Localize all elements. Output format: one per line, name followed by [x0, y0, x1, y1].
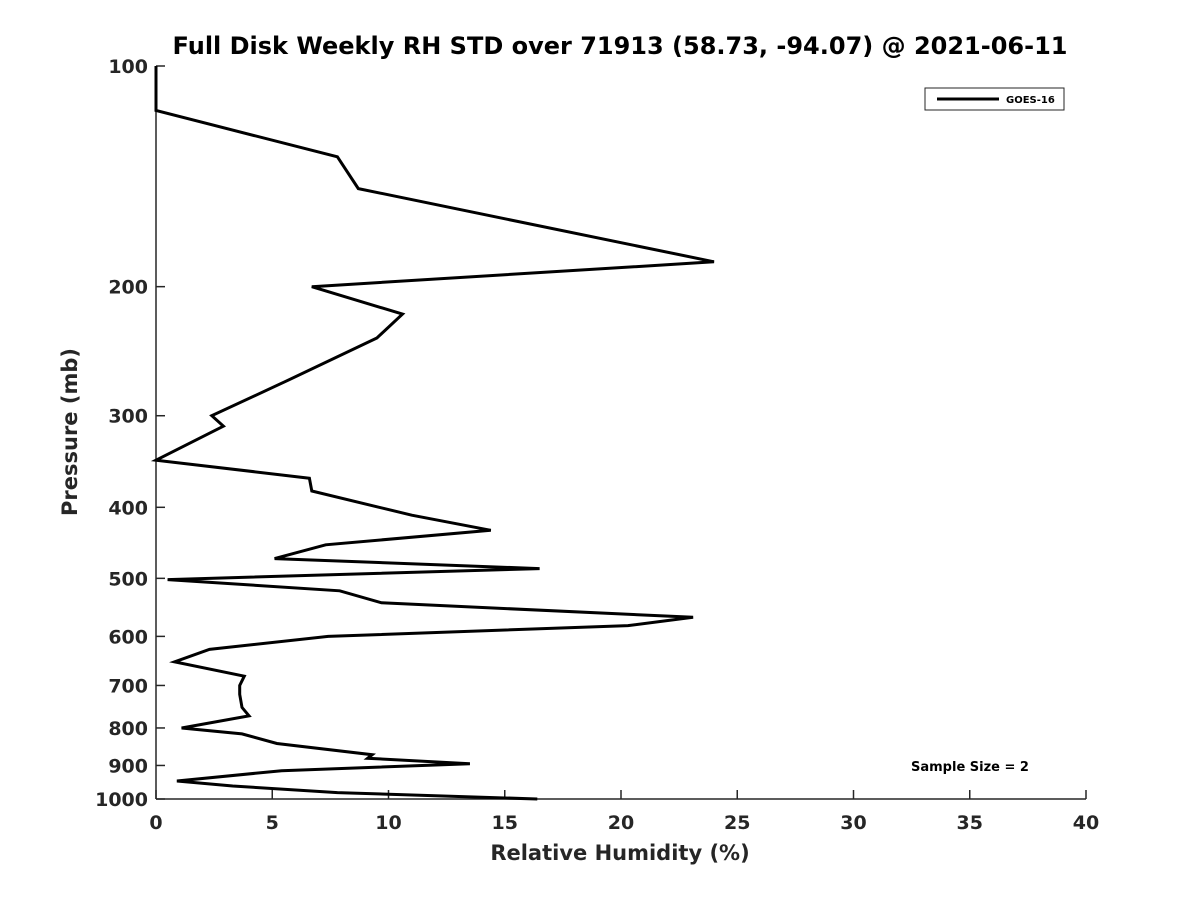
y-tick-label: 100 — [108, 56, 148, 78]
x-tick-label: 40 — [1073, 812, 1099, 834]
y-tick-label: 1000 — [95, 789, 148, 811]
x-tick-label: 5 — [266, 812, 279, 834]
x-tick-label: 0 — [149, 812, 162, 834]
axes — [155, 66, 1086, 800]
x-tick-label: 30 — [840, 812, 866, 834]
chart-title: Full Disk Weekly RH STD over 71913 (58.7… — [173, 32, 1068, 60]
y-tick-label: 600 — [108, 626, 148, 648]
series-layer — [150, 66, 715, 801]
x-tick-label: 35 — [957, 812, 983, 834]
legend-label: GOES-16 — [1006, 95, 1055, 106]
y-tick-label: 700 — [108, 675, 148, 697]
y-tick-label: 400 — [108, 497, 148, 519]
y-tick-label: 300 — [108, 406, 148, 428]
series-line-goes-16 — [150, 66, 715, 801]
y-axis-label: Pressure (mb) — [58, 348, 82, 516]
x-tick-label: 15 — [492, 812, 518, 834]
x-axis-label: Relative Humidity (%) — [490, 841, 749, 865]
legend: GOES-16 — [924, 87, 1065, 111]
y-ticks: 100 200 300 400 500 600 700 800 900 1000 — [95, 56, 165, 811]
sample-size-annotation: Sample Size = 2 — [911, 760, 1029, 775]
x-tick-label: 10 — [375, 812, 401, 834]
x-tick-label: 20 — [608, 812, 634, 834]
x-tick-label: 25 — [724, 812, 750, 834]
y-tick-label: 500 — [108, 568, 148, 590]
y-tick-label: 900 — [108, 755, 148, 777]
y-tick-label: 200 — [108, 277, 148, 299]
y-tick-label: 800 — [108, 718, 148, 740]
x-ticks: 0 5 10 15 20 25 30 35 40 — [149, 790, 1099, 834]
